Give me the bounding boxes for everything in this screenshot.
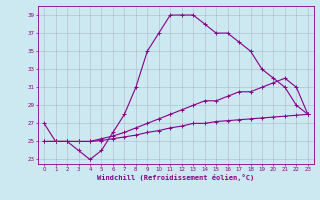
- X-axis label: Windchill (Refroidissement éolien,°C): Windchill (Refroidissement éolien,°C): [97, 174, 255, 181]
